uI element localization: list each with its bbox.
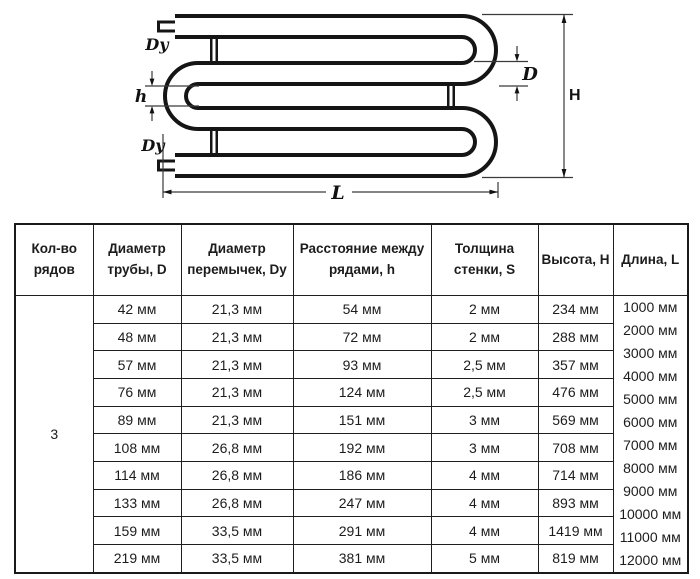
table-row: 3 42 мм 21,3 мм 54 мм 2 мм 234 мм 1000 м…	[14, 295, 689, 574]
cell-pipe-diameter: 57 мм	[92, 350, 182, 379]
cell-wall-thickness: 4 мм	[430, 460, 539, 490]
length-item: 2000 мм	[623, 322, 678, 338]
cell-wall-thickness: 3 мм	[430, 405, 539, 435]
dim-label-h: h	[135, 87, 147, 107]
dim-label-length-bg	[326, 181, 352, 203]
length-item: 10000 мм	[619, 506, 682, 522]
table-row: 48 мм 21,3 мм 72 мм 2 мм 288 мм	[15, 322, 688, 352]
length-item: 12000 мм	[619, 552, 682, 568]
cell-pipe-diameter: 89 мм	[92, 405, 182, 435]
cell-jumper-diameter: 21,3 мм	[180, 322, 294, 352]
cell-pipe-diameter: 108 мм	[92, 433, 182, 462]
cell-pipe-diameter: 219 мм	[92, 543, 182, 574]
header-length: Длина, L	[612, 223, 689, 296]
cell-row-spacing: 93 мм	[292, 350, 432, 379]
cell-jumper-diameter: 26,8 мм	[180, 460, 294, 490]
cell-row-spacing: 54 мм	[292, 295, 432, 324]
cell-jumper-diameter: 33,5 мм	[180, 516, 294, 545]
cell-wall-thickness: 2,5 мм	[430, 350, 539, 379]
header-jumper-diameter: Диаметр перемычек, Dy	[180, 223, 294, 296]
dimension-height	[482, 13, 573, 179]
table-row: 114 мм 26,8 мм 186 мм 4 мм 714 мм	[15, 460, 688, 490]
cell-row-spacing: 381 мм	[292, 543, 432, 574]
cell-jumper-diameter: 21,3 мм	[180, 350, 294, 379]
dim-label-jumper-bottom: Dy	[140, 136, 166, 155]
cell-row-count: 3	[14, 295, 94, 574]
cell-height: 357 мм	[537, 350, 614, 379]
header-row: Кол-во рядов Диаметр трубы, D Диаметр пе…	[14, 223, 689, 296]
table-row: 108 мм 26,8 мм 192 мм 3 мм 708 мм	[15, 433, 688, 462]
cell-jumper-diameter: 21,3 мм	[180, 295, 294, 324]
header-wall-thickness: Толщина стенки, S	[430, 223, 539, 296]
dim-label-jumper-top: Dy	[144, 35, 170, 54]
length-item: 1000 мм	[623, 299, 678, 315]
length-item: 3000 мм	[623, 345, 678, 361]
cell-wall-thickness: 4 мм	[430, 516, 539, 545]
cell-jumper-diameter: 21,3 мм	[180, 405, 294, 435]
header-row-count: Кол-во рядов	[14, 223, 94, 296]
cell-wall-thickness: 2,5 мм	[430, 377, 539, 407]
cell-pipe-diameter: 42 мм	[92, 295, 182, 324]
length-item: 5000 мм	[623, 391, 678, 407]
cell-jumper-diameter: 33,5 мм	[180, 543, 294, 574]
table-row: 89 мм 21,3 мм 151 мм 3 мм 569 мм	[15, 405, 688, 435]
cell-height: 234 мм	[537, 295, 614, 324]
dimension-d	[474, 46, 528, 101]
cell-height: 893 мм	[537, 488, 614, 518]
cell-pipe-diameter: 48 мм	[92, 322, 182, 352]
length-item: 8000 мм	[623, 460, 678, 476]
cell-row-spacing: 186 мм	[292, 460, 432, 490]
cell-height: 819 мм	[537, 543, 614, 574]
cell-height: 708 мм	[537, 433, 614, 462]
length-item: 4000 мм	[623, 368, 678, 384]
cell-row-spacing: 192 мм	[292, 433, 432, 462]
length-item: 11000 мм	[619, 529, 681, 545]
table-row: 133 мм 26,8 мм 247 мм 4 мм 893 мм	[15, 488, 688, 518]
cell-jumper-diameter: 26,8 мм	[180, 433, 294, 462]
cell-height: 476 мм	[537, 377, 614, 407]
cell-height: 1419 мм	[537, 516, 614, 545]
cell-wall-thickness: 4 мм	[430, 488, 539, 518]
cell-height: 714 мм	[537, 460, 614, 490]
cell-row-spacing: 151 мм	[292, 405, 432, 435]
cell-pipe-diameter: 114 мм	[92, 460, 182, 490]
pipe-register-diagram: h D H L Dy	[135, 13, 581, 204]
dim-label-height: H	[569, 87, 581, 104]
dim-label-d: D	[521, 64, 538, 85]
cell-jumper-diameter: 26,8 мм	[180, 488, 294, 518]
dim-label-length: L	[330, 182, 344, 204]
length-item: 7000 мм	[623, 437, 678, 453]
dimension-h	[145, 71, 199, 121]
cell-row-spacing: 247 мм	[292, 488, 432, 518]
serpentine-pipe	[163, 14, 498, 178]
cell-wall-thickness: 2 мм	[430, 322, 539, 352]
header-pipe-diameter: Диаметр трубы, D	[92, 223, 182, 296]
cell-height: 288 мм	[537, 322, 614, 352]
table-row: 219 мм 33,5 мм 381 мм 5 мм 819 мм	[15, 543, 688, 574]
cell-lengths: 1000 мм 2000 мм 3000 мм 4000 мм 5000 мм …	[612, 295, 689, 574]
cell-wall-thickness: 2 мм	[430, 295, 539, 324]
length-item: 9000 мм	[623, 483, 678, 499]
table-row: 159 мм 33,5 мм 291 мм 4 мм 1419 мм	[15, 516, 688, 545]
cell-pipe-diameter: 76 мм	[92, 377, 182, 407]
cell-row-spacing: 291 мм	[292, 516, 432, 545]
cell-pipe-diameter: 133 мм	[92, 488, 182, 518]
header-height: Высота, H	[537, 223, 614, 296]
cell-jumper-diameter: 21,3 мм	[180, 377, 294, 407]
cell-wall-thickness: 3 мм	[430, 433, 539, 462]
spec-table: Кол-во рядов Диаметр трубы, D Диаметр пе…	[14, 223, 689, 574]
cell-height: 569 мм	[537, 405, 614, 435]
cell-wall-thickness: 5 мм	[430, 543, 539, 574]
table-row: 57 мм 21,3 мм 93 мм 2,5 мм 357 мм	[15, 350, 688, 379]
table-row: 76 мм 21,3 мм 124 мм 2,5 мм 476 мм	[15, 377, 688, 407]
cell-pipe-diameter: 159 мм	[92, 516, 182, 545]
header-row-spacing: Расстояние между рядами, h	[292, 223, 432, 296]
cell-row-spacing: 124 мм	[292, 377, 432, 407]
cell-row-spacing: 72 мм	[292, 322, 432, 352]
length-item: 6000 мм	[623, 414, 678, 430]
